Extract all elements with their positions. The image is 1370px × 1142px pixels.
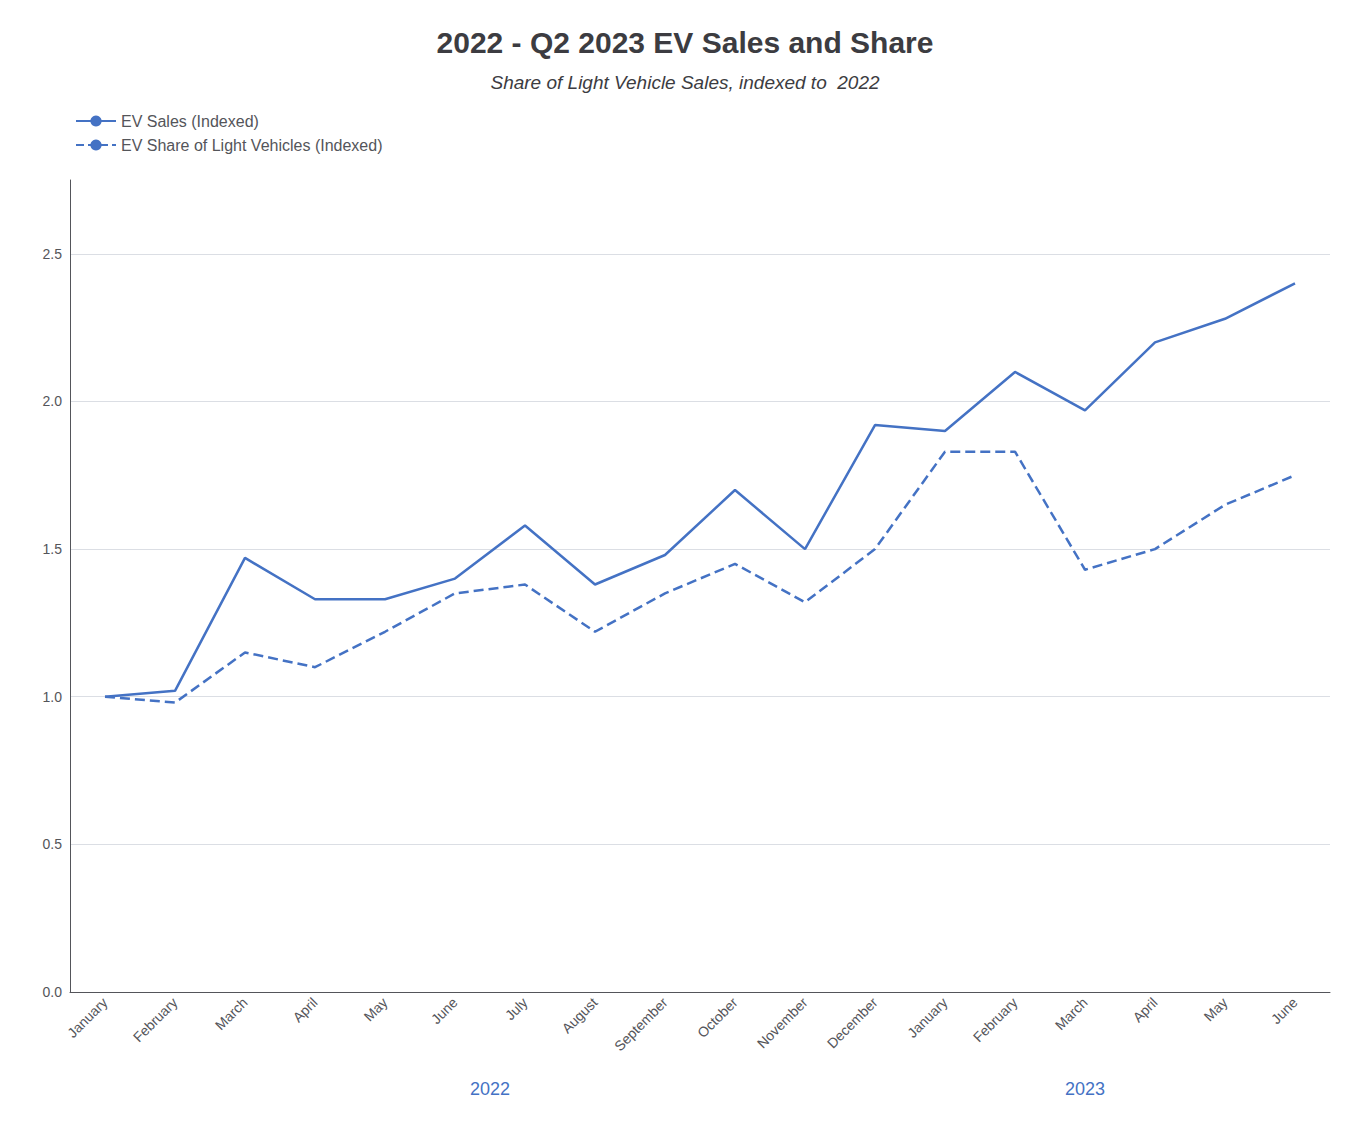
svg-text:0.0: 0.0 [43,984,63,1000]
svg-text:March: March [1052,994,1091,1033]
svg-text:1.5: 1.5 [43,541,63,557]
svg-text:EV Sales (Indexed): EV Sales (Indexed) [121,113,259,130]
svg-text:EV Share of Light Vehicles (In: EV Share of Light Vehicles (Indexed) [121,137,383,154]
svg-text:2.5: 2.5 [43,246,63,262]
svg-text:August: August [559,994,601,1036]
svg-text:February: February [970,994,1021,1045]
svg-text:May: May [1201,994,1231,1024]
svg-text:2022 - Q2 2023 EV Sales and Sh: 2022 - Q2 2023 EV Sales and Share [437,26,934,59]
svg-text:January: January [64,994,111,1041]
svg-text:2022: 2022 [470,1079,510,1099]
svg-text:July: July [502,994,531,1023]
svg-text:2023: 2023 [1065,1079,1105,1099]
svg-text:December: December [824,994,881,1051]
svg-text:January: January [904,994,951,1041]
svg-text:1.0: 1.0 [43,689,63,705]
svg-text:October: October [694,994,741,1041]
svg-text:April: April [1130,994,1161,1025]
svg-text:September: September [611,994,671,1054]
svg-text:June: June [1268,994,1301,1027]
svg-text:May: May [361,994,391,1024]
svg-text:Share of Light Vehicle Sales,: Share of Light Vehicle Sales, indexed to… [490,72,879,93]
svg-text:February: February [130,994,181,1045]
svg-text:0.5: 0.5 [43,836,63,852]
svg-text:November: November [754,994,811,1051]
svg-text:April: April [290,994,321,1025]
svg-text:June: June [428,994,461,1027]
svg-text:March: March [212,994,251,1033]
svg-text:2.0: 2.0 [43,393,63,409]
